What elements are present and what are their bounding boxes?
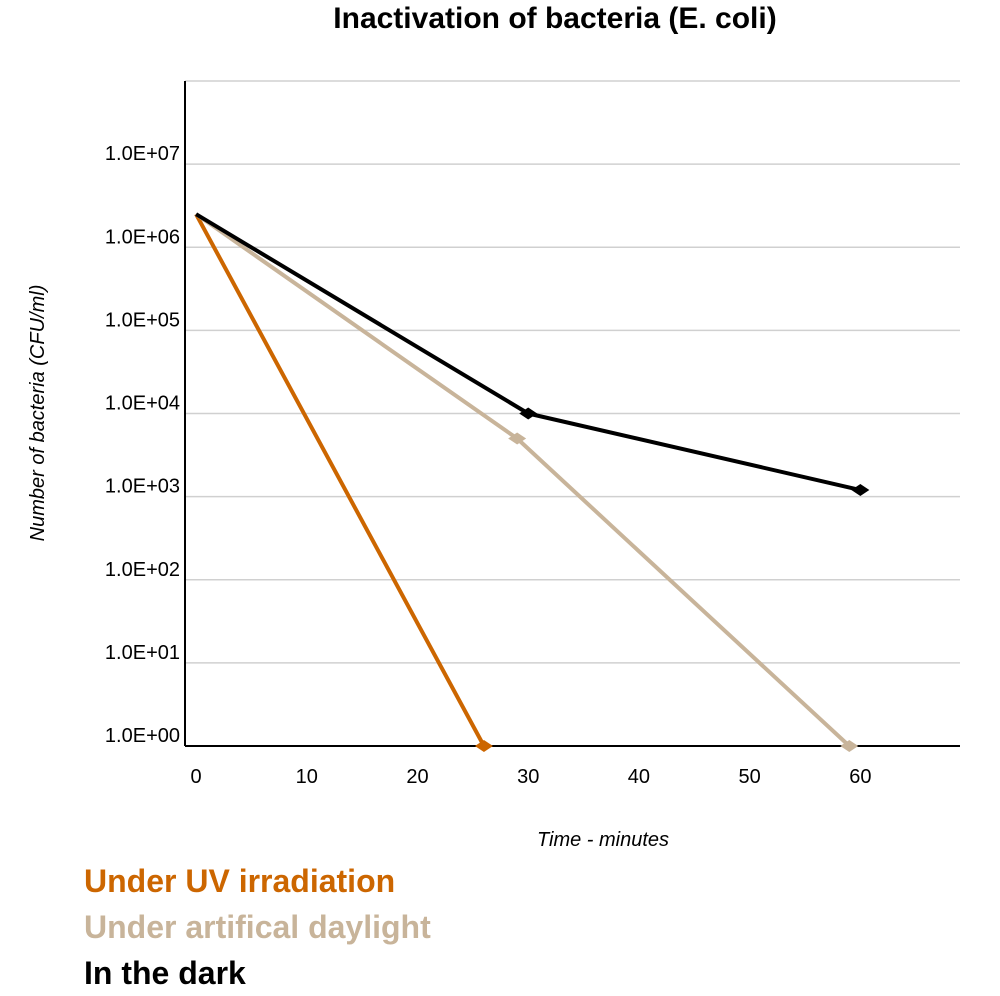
series-line-under-artifical-daylight xyxy=(194,212,851,748)
legend-item-in-the-dark: In the dark xyxy=(84,955,246,991)
x-tick-label: 60 xyxy=(849,766,871,788)
axes xyxy=(184,81,960,747)
legend-item-under-artifical-daylight: Under artifical daylight xyxy=(84,909,431,945)
y-tick-label: 1.0E+04 xyxy=(105,393,180,415)
x-tick-label: 20 xyxy=(406,766,428,788)
legend: Under UV irradiation Under artifical dayl… xyxy=(84,858,431,996)
x-tick-label: 0 xyxy=(191,766,202,788)
x-tick-label: 50 xyxy=(739,766,761,788)
y-tick-label: 1.0E+06 xyxy=(105,226,180,248)
x-tick-label: 30 xyxy=(517,766,539,788)
gridlines xyxy=(185,80,960,664)
y-axis-label: Number of bacteria (CFU/ml) xyxy=(27,285,49,542)
x-tick-label: 40 xyxy=(628,766,650,788)
x-tick-labels: 0 10 20 30 40 50 60 xyxy=(191,766,872,788)
y-tick-label: 1.0E+01 xyxy=(105,642,180,664)
chart-title: Inactivation of bacteria (E. coli) xyxy=(333,2,776,35)
y-tick-label: 1.0E+02 xyxy=(105,559,180,581)
y-tick-labels: 1.0E+00 1.0E+01 1.0E+02 1.0E+03 1.0E+04 1.0E+… xyxy=(105,143,180,747)
series-line-under-uv-irradiation xyxy=(194,213,486,747)
data-point-in-the-dark xyxy=(851,484,870,497)
data-point-in-the-dark xyxy=(519,407,538,420)
legend-item-under-uv-irradiation: Under UV irradiation xyxy=(84,863,396,899)
data-point-under-artifical-daylight xyxy=(840,740,859,752)
x-tick-label: 10 xyxy=(296,766,318,788)
y-tick-label: 1.0E+03 xyxy=(105,476,180,498)
x-axis-label: Time - minutes xyxy=(537,829,669,851)
y-tick-label: 1.0E+00 xyxy=(105,725,180,747)
y-tick-label: 1.0E+05 xyxy=(105,309,180,331)
series-layer xyxy=(194,212,870,752)
data-point-under-artifical-daylight xyxy=(508,432,527,445)
data-point-under-uv-irradiation xyxy=(474,740,493,752)
y-tick-label: 1.0E+07 xyxy=(105,143,180,165)
